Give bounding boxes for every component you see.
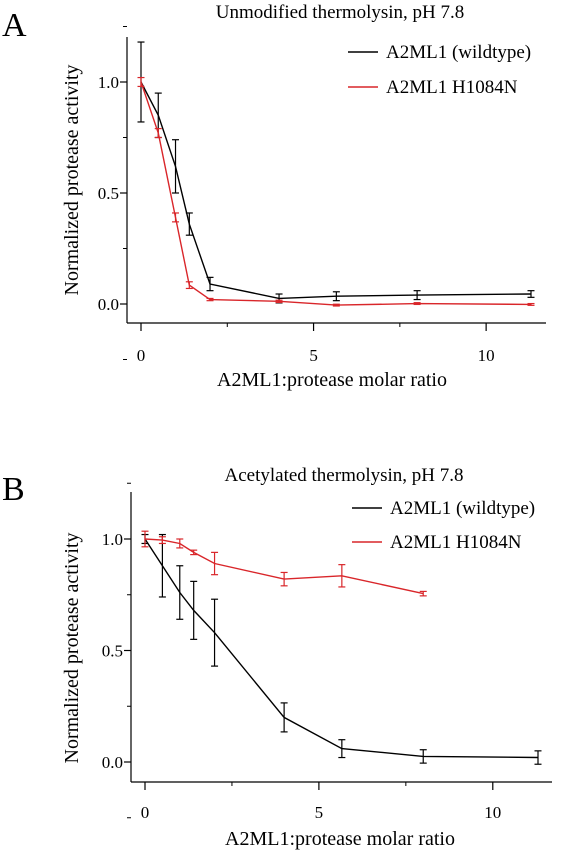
panel-letter-b: B <box>2 471 25 508</box>
legend-a-label-h1084n: A2ML1 H1084N <box>386 77 518 98</box>
legend-b-label-wildtype: A2ML1 (wildtype) <box>390 498 535 519</box>
y-tick-label-b-2: 1.0 <box>102 530 123 549</box>
x-tick-label-a-2: 10 <box>478 346 495 365</box>
series-line-b-a2ml1-h1084n <box>144 538 424 595</box>
y-tick-label-a-0: 0.0 <box>98 295 119 314</box>
panel-b: B Acetylated thermolysin, pH 7.8 A2ML1 (… <box>2 465 552 850</box>
y-tick-label-b-0: 0.0 <box>102 753 123 772</box>
plot-area-b <box>141 530 542 765</box>
x-tick-label-b-2: 10 <box>484 803 501 822</box>
x-tick-label-b-1: 5 <box>315 803 324 822</box>
series-b-a2ml1-h1084n <box>141 530 427 597</box>
y-tick-label-b-1: 0.5 <box>102 642 123 661</box>
legend-a: A2ML1 (wildtype) A2ML1 H1084N <box>348 42 531 98</box>
y-axis-label-b: Normalized protease activity <box>61 532 83 763</box>
series-b-a2ml1-wildtype <box>141 533 542 765</box>
y-tick-label-a-2: 1.0 <box>98 73 119 92</box>
series-line-a-a2ml1-h1084n <box>140 81 532 306</box>
panel-letter-a: A <box>2 7 27 44</box>
series-a-a2ml1-h1084n <box>137 76 535 307</box>
legend-b: A2ML1 (wildtype) A2ML1 H1084N <box>352 498 535 553</box>
x-tick-label-a-1: 5 <box>309 346 318 365</box>
x-axis-label-b: A2ML1:protease molar ratio <box>225 828 455 850</box>
x-tick-label-a-0: 0 <box>137 346 146 365</box>
panel-a: A Unmodified thermolysin, pH 7.8 A2ML1 (… <box>2 2 546 391</box>
legend-b-label-h1084n: A2ML1 H1084N <box>390 532 522 553</box>
axes-b: 0.0 0.5 1.0 0 5 10 <box>102 482 552 822</box>
legend-a-label-wildtype: A2ML1 (wildtype) <box>386 42 531 63</box>
x-tick-label-b-0: 0 <box>141 803 150 822</box>
panel-b-title: Acetylated thermolysin, pH 7.8 <box>224 465 463 486</box>
panel-a-title: Unmodified thermolysin, pH 7.8 <box>216 2 465 23</box>
y-axis-label-a: Normalized protease activity <box>61 64 83 295</box>
x-axis-label-a: A2ML1:protease molar ratio <box>217 369 447 391</box>
series-line-a-a2ml1-wildtype <box>140 81 532 300</box>
y-tick-label-a-1: 0.5 <box>98 184 119 203</box>
axes-a: 0.0 0.5 1.0 0 5 10 <box>98 26 546 365</box>
plot-area-a <box>137 41 535 307</box>
